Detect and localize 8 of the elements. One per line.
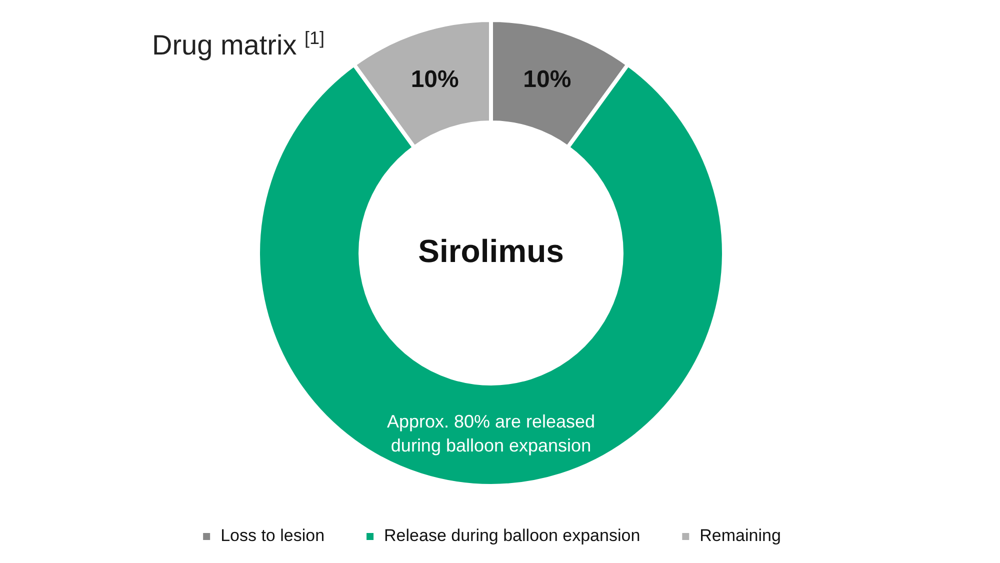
chart-title: Drug matrix $^{[1]}$: [152, 28, 324, 62]
data-label: Approx. 80% are released during balloon expansion: [386, 412, 596, 456]
text: Sirolimus: [418, 232, 564, 269]
data-label: 10%: [523, 66, 572, 93]
legend-label: Loss to lesion: [220, 526, 325, 546]
legend-label: Release during balloon expansion: [384, 526, 640, 546]
legend-label: Remaining: [700, 526, 781, 546]
data-label: 10%: [410, 66, 459, 93]
